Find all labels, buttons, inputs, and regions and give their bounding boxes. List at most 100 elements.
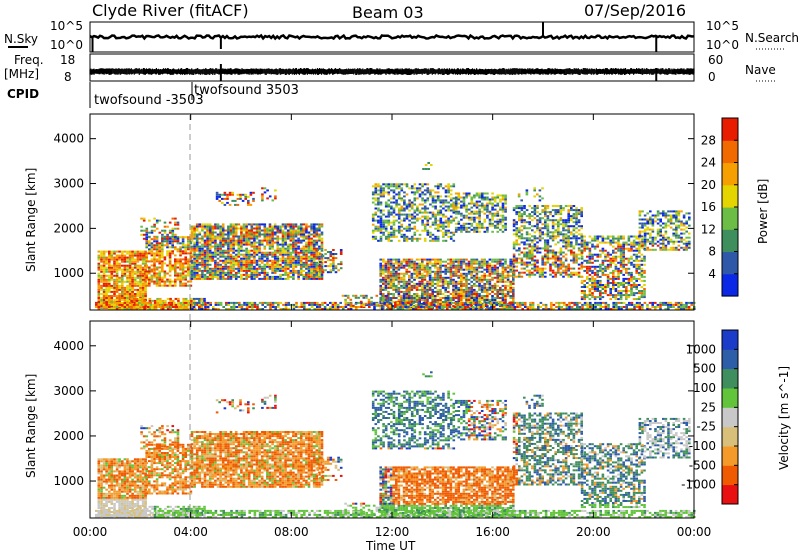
heatmap-cell xyxy=(421,258,424,261)
heatmap-cell xyxy=(531,207,534,210)
heatmap-cell xyxy=(279,231,282,234)
heatmap-cell xyxy=(242,227,246,230)
heatmap-cell xyxy=(266,275,269,278)
heatmap-cell xyxy=(436,295,440,297)
heatmap-cell xyxy=(131,295,134,297)
heatmap-cell xyxy=(423,299,427,301)
heatmap-cell xyxy=(408,274,411,277)
heatmap-cell xyxy=(525,251,529,254)
heatmap-cell xyxy=(240,259,243,262)
heatmap-cell xyxy=(174,284,177,287)
heatmap-cell xyxy=(462,226,466,229)
heatmap-cell xyxy=(475,268,479,271)
heatmap-cell xyxy=(546,233,550,236)
heatmap-cell xyxy=(148,276,151,279)
heatmap-cell xyxy=(305,229,308,232)
heatmap-cell xyxy=(413,209,417,212)
heatmap-cell xyxy=(447,280,450,283)
heatmap-cell xyxy=(465,274,468,277)
heatmap-cell xyxy=(418,187,422,190)
heatmap-cell xyxy=(206,259,209,262)
heatmap-cell xyxy=(118,297,121,299)
heatmap-cell xyxy=(281,253,285,256)
heatmap-cell xyxy=(415,270,419,273)
heatmap-cell xyxy=(457,198,461,201)
heatmap-cell xyxy=(429,195,432,198)
heatmap-cell xyxy=(389,278,393,281)
heatmap-cell xyxy=(187,252,190,255)
heatmap-cell xyxy=(551,261,555,264)
heatmap-cell xyxy=(227,243,230,246)
heatmap-cell xyxy=(379,221,383,224)
heatmap-cell xyxy=(279,225,282,228)
heatmap-cell xyxy=(310,243,313,246)
heatmap-cell xyxy=(390,221,393,224)
heatmap-cell xyxy=(294,233,298,236)
heatmap-cell xyxy=(533,249,537,252)
heatmap-cell xyxy=(128,260,132,263)
heatmap-cell xyxy=(184,274,187,277)
heatmap-cell xyxy=(184,248,187,251)
heatmap-cell xyxy=(400,278,403,281)
heatmap-cell xyxy=(258,259,261,262)
heatmap-cell xyxy=(536,219,539,222)
heatmap-cell xyxy=(525,215,529,218)
heatmap-cell xyxy=(292,265,295,268)
heatmap-cell xyxy=(523,227,526,230)
heatmap-cell xyxy=(382,268,385,271)
heatmap-cell xyxy=(203,235,207,238)
heatmap-cell xyxy=(403,203,406,206)
heatmap-cell xyxy=(491,286,494,289)
heatmap-cell xyxy=(228,203,232,206)
heatmap-cell xyxy=(161,268,164,271)
heatmap-cell xyxy=(408,276,411,279)
heatmap-cell xyxy=(232,255,235,258)
heatmap-cell xyxy=(271,235,274,238)
heatmap-cell xyxy=(421,299,424,301)
heatmap-cell xyxy=(397,187,401,190)
heatmap-cell xyxy=(431,297,434,299)
heatmap-cell xyxy=(174,233,177,236)
heatmap-cell xyxy=(410,305,414,308)
heatmap-cell xyxy=(379,270,382,273)
heatmap-cell xyxy=(544,219,547,222)
heatmap-cell xyxy=(416,205,419,208)
heatmap-cell xyxy=(216,263,220,266)
heatmap-cell xyxy=(247,243,251,246)
heatmap-cell xyxy=(208,237,212,240)
heatmap-cell xyxy=(392,301,395,303)
heatmap-cell xyxy=(387,282,390,285)
heatmap-cell xyxy=(224,249,228,252)
heatmap-cell xyxy=(237,267,241,270)
heatmap-cell xyxy=(171,244,174,247)
heatmap-cell xyxy=(541,211,544,214)
heatmap-cell xyxy=(224,241,228,244)
heatmap-cell xyxy=(538,227,542,230)
heatmap-cell xyxy=(158,276,161,279)
heatmap-cell xyxy=(480,198,484,201)
heatmap-cell xyxy=(158,258,161,261)
heatmap-cell xyxy=(247,257,251,260)
heatmap-cell xyxy=(221,229,225,232)
heatmap-cell xyxy=(206,269,209,272)
heatmap-cell xyxy=(478,200,481,203)
heatmap-cell xyxy=(123,250,127,253)
heatmap-cell xyxy=(439,195,443,198)
heatmap-cell xyxy=(515,257,518,260)
heatmap-cell xyxy=(418,266,421,269)
heatmap-cell xyxy=(454,210,458,213)
heatmap-cell xyxy=(166,244,169,247)
heatmap-cell xyxy=(158,260,161,263)
heatmap-cell xyxy=(465,295,468,297)
heatmap-cell xyxy=(260,265,264,268)
heatmap-cell xyxy=(193,235,196,238)
heatmap-cell xyxy=(501,216,505,219)
heatmap-cell xyxy=(400,286,403,289)
heatmap-cell xyxy=(163,282,167,285)
heatmap-cell xyxy=(211,277,215,280)
heatmap-cell xyxy=(551,253,555,256)
heatmap-cell xyxy=(150,231,154,234)
heatmap-cell xyxy=(467,208,471,211)
heatmap-cell xyxy=(250,261,254,264)
heatmap-cell xyxy=(413,286,416,289)
